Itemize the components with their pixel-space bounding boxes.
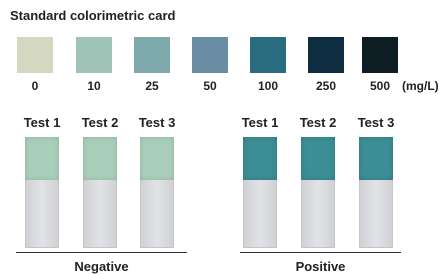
test-pad	[301, 137, 335, 180]
group-line	[240, 252, 401, 253]
color-swatch	[308, 37, 344, 73]
swatch-label: 100	[243, 79, 293, 93]
test-strip	[243, 137, 277, 248]
color-swatch	[76, 37, 112, 73]
test-label: Test 3	[346, 115, 406, 130]
color-swatch	[134, 37, 170, 73]
swatch-label: 25	[127, 79, 177, 93]
test-pad	[25, 137, 59, 180]
test-strip	[359, 137, 393, 248]
group-label: Positive	[240, 259, 401, 274]
test-label: Test 2	[70, 115, 130, 130]
unit-label: (mg/L)	[402, 79, 439, 93]
color-swatch	[17, 37, 53, 73]
test-pad	[83, 137, 117, 180]
swatch-label: 500	[355, 79, 405, 93]
swatch-label: 0	[10, 79, 60, 93]
figure: Standard colorimetric card (mg/L) 0 10 25 5…	[0, 0, 439, 275]
swatch-label: 10	[69, 79, 119, 93]
group-label: Negative	[16, 259, 187, 274]
swatch-label: 50	[185, 79, 235, 93]
color-swatch	[250, 37, 286, 73]
test-strip	[83, 137, 117, 248]
test-pad	[140, 137, 174, 180]
color-swatch	[362, 37, 398, 73]
test-strip	[25, 137, 59, 248]
test-label: Test 2	[288, 115, 348, 130]
test-label: Test 1	[12, 115, 72, 130]
test-pad	[243, 137, 277, 180]
test-label: Test 1	[230, 115, 290, 130]
test-strip	[140, 137, 174, 248]
card-title: Standard colorimetric card	[10, 8, 175, 23]
swatch-label: 250	[301, 79, 351, 93]
test-strip	[301, 137, 335, 248]
group-line	[16, 252, 187, 253]
test-label: Test 3	[127, 115, 187, 130]
test-pad	[359, 137, 393, 180]
color-swatch	[192, 37, 228, 73]
